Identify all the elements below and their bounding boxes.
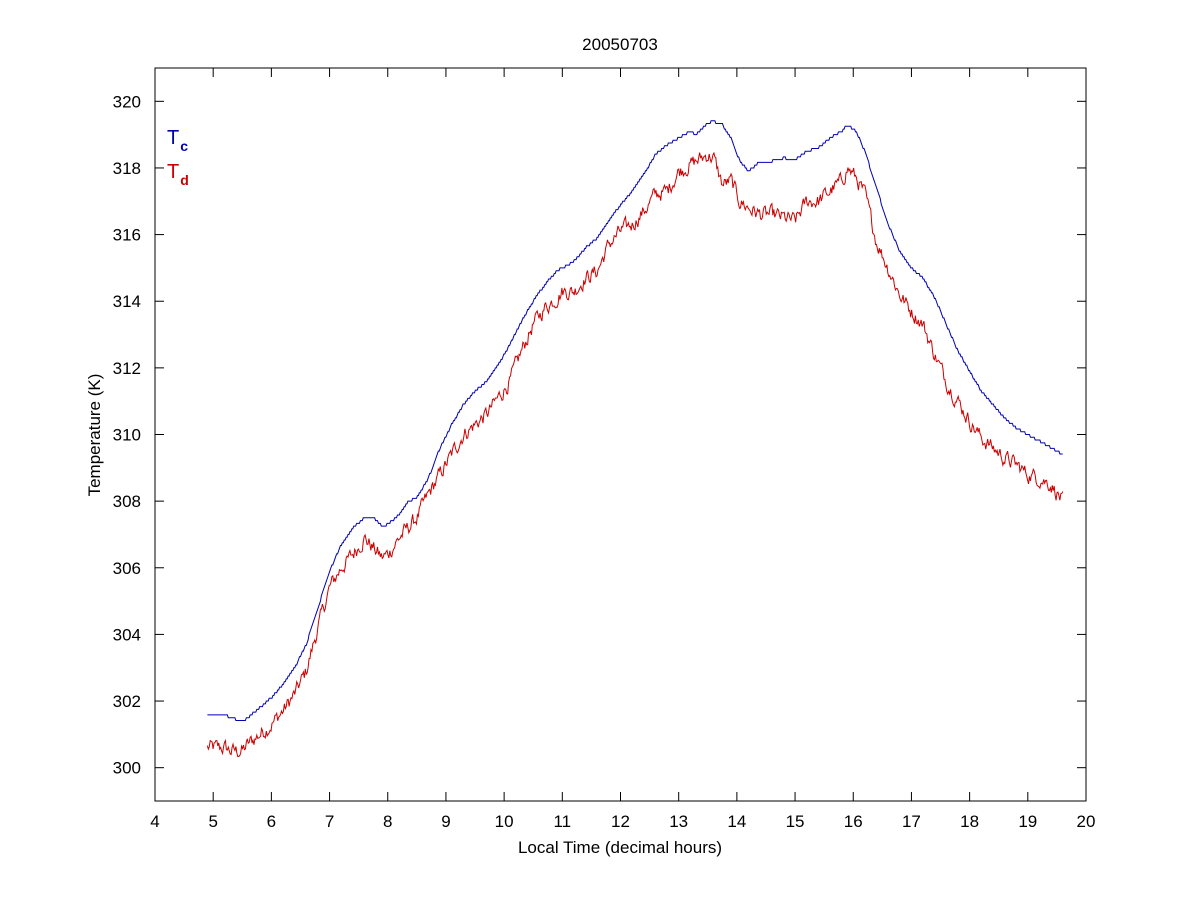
x-tick-label: 8	[383, 812, 392, 831]
x-tick-label: 16	[844, 812, 863, 831]
x-tick-label: 15	[786, 812, 805, 831]
x-tick-label: 7	[325, 812, 334, 831]
legend-label: T	[167, 127, 179, 149]
legend-entry-Td: Td	[167, 161, 189, 188]
chart-title: 20050703	[582, 35, 658, 54]
plot-frame	[154, 67, 1087, 802]
x-tick-label: 20	[1077, 812, 1096, 831]
y-tick-label: 300	[113, 759, 141, 778]
y-tick-label: 310	[113, 426, 141, 445]
y-tick-label: 320	[113, 92, 141, 111]
y-tick-label: 304	[113, 625, 141, 644]
y-tick-label: 306	[113, 559, 141, 578]
x-tick-label: 19	[1018, 812, 1037, 831]
x-tick-label: 6	[267, 812, 276, 831]
x-tick-label: 18	[960, 812, 979, 831]
legend-subscript: d	[180, 172, 189, 188]
legend-entry-Tc: Tc	[167, 127, 188, 154]
y-tick-label: 318	[113, 159, 141, 178]
plot-area: 4 5 6 7 8 9 10 11 12 13 14 15 16 17 18 19 20 300 302 304 306…	[113, 67, 1096, 831]
y-axis-title: Temperature (K)	[85, 374, 104, 497]
series-line-Tc	[207, 120, 1063, 721]
x-tick-label: 5	[208, 812, 217, 831]
x-tick-label: 4	[150, 812, 159, 831]
legend-subscript: c	[180, 138, 188, 154]
y-tick-label: 308	[113, 492, 141, 511]
y-tick-label: 314	[113, 292, 141, 311]
x-tick-label: 13	[669, 812, 688, 831]
x-tick-label: 14	[727, 812, 746, 831]
x-tick-label: 9	[441, 812, 450, 831]
x-tick-label: 11	[553, 812, 571, 831]
y-tick-label: 316	[113, 226, 141, 245]
x-tick-label: 12	[611, 812, 630, 831]
y-tick-label: 312	[113, 359, 141, 378]
y-tick-label: 302	[113, 692, 141, 711]
x-tick-label: 17	[902, 812, 921, 831]
x-axis-title: Local Time (decimal hours)	[518, 838, 722, 857]
x-tick-label: 10	[495, 812, 514, 831]
series-line-Td	[206, 151, 1064, 758]
legend-label: T	[167, 161, 179, 183]
